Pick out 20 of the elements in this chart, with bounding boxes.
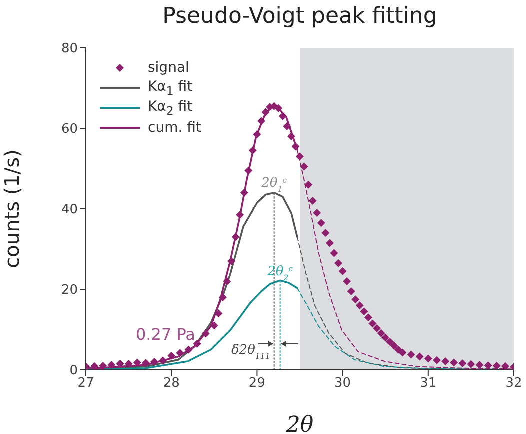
legend-label: Kα$_{2}$ fit: [148, 98, 193, 118]
x-tick-label: 29: [248, 376, 266, 392]
x-tick-label: 32: [506, 376, 522, 392]
annotation: 0.27 Pa: [136, 325, 196, 344]
y-tick-label: 20: [61, 283, 78, 298]
x-tick-label: 31: [420, 376, 437, 392]
legend-label: cum. fit: [148, 120, 202, 136]
x-tick-label: 28: [163, 376, 180, 392]
y-tick-label: 60: [61, 122, 78, 138]
x-tick-label: 30: [334, 376, 352, 392]
y-axis-title: counts (1/s): [0, 150, 24, 268]
y-tick-label: 40: [61, 202, 78, 218]
legend-label: signal: [148, 60, 190, 76]
chart-title: Pseudo-Voigt peak fitting: [162, 4, 438, 29]
legend-label: Kα$_{1}$ fit: [148, 78, 193, 98]
y-tick-label: 80: [61, 42, 78, 57]
x-tick-label: 27: [78, 376, 94, 392]
y-tick-label: 0: [70, 364, 78, 379]
x-axis-title: 2θ: [285, 413, 314, 434]
annotation: δ2θ$_{111}$: [231, 343, 270, 360]
